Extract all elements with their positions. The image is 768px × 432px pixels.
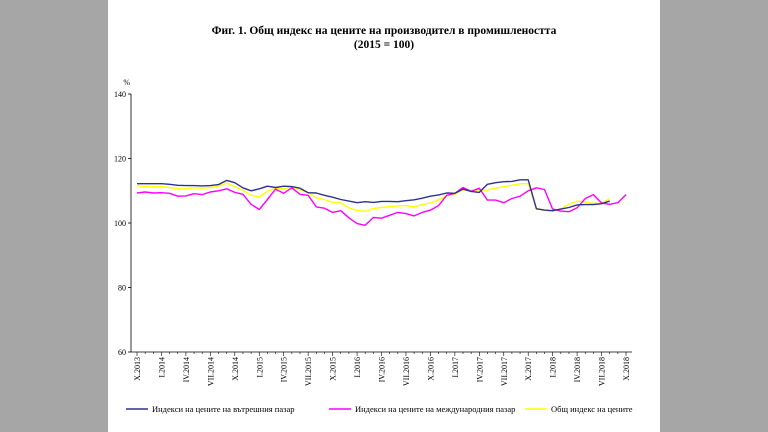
x-tick-label: IV.2014 — [182, 357, 191, 382]
x-tick-label: VII.2016 — [402, 357, 411, 386]
y-tick-label: 120 — [114, 155, 126, 164]
chart-axes: 60 80 100 120 140 X.2013 I.2014 IV.2014 VII.2014… — [114, 90, 632, 386]
x-tick-label: I.2018 — [549, 357, 558, 378]
x-tick-label: X.2014 — [231, 357, 240, 381]
x-tick-label: X.2017 — [524, 357, 533, 381]
series-line — [137, 179, 610, 212]
x-tick-label: IV.2016 — [378, 357, 387, 382]
x-tick-label: IV.2018 — [573, 357, 582, 382]
y-tick-label: 80 — [118, 284, 126, 293]
chart-legend: Индекси на цените на вътрешния пазар Инде… — [126, 404, 633, 414]
line-chart: 60 80 100 120 140 X.2013 I.2014 IV.2014 VII.2014… — [114, 78, 633, 414]
chart-series — [136, 179, 627, 227]
x-tick-label: X.2016 — [426, 357, 435, 381]
x-tick-label: I.2014 — [157, 357, 166, 378]
y-tick-label: 140 — [114, 90, 126, 99]
x-tick-label: VII.2015 — [304, 357, 313, 386]
x-tick-label: X.2013 — [133, 357, 142, 381]
y-axis-label: % — [123, 78, 130, 87]
x-tick-label: IV.2017 — [475, 357, 484, 382]
legend-label: Индекси на цените на международния пазар — [355, 404, 515, 414]
legend-label: Индекси на цените на вътрешния пазар — [152, 404, 295, 414]
x-tick-label: X.2018 — [622, 357, 631, 381]
x-tick-label: X.2015 — [329, 357, 338, 381]
y-tick-label: 60 — [118, 348, 126, 357]
legend-label: Общ индекс на цените — [551, 404, 633, 414]
chart-title: Фиг. 1. Общ индекс на цените на производ… — [211, 25, 557, 37]
y-tick-label: 100 — [114, 219, 126, 228]
series-line — [136, 186, 627, 227]
x-tick-label: VII.2018 — [598, 357, 607, 386]
x-tick-label: VII.2017 — [500, 357, 509, 386]
chart-subtitle: (2015 = 100) — [353, 39, 415, 51]
document-page: Фиг. 1. Общ индекс на цените на производ… — [108, 0, 660, 432]
x-tick-label: IV.2015 — [280, 357, 289, 382]
x-tick-label: VII.2014 — [206, 357, 215, 386]
x-tick-label: I.2017 — [451, 357, 460, 378]
x-tick-label: I.2015 — [255, 357, 264, 378]
series-line — [137, 182, 611, 213]
x-tick-label: I.2016 — [353, 357, 362, 378]
